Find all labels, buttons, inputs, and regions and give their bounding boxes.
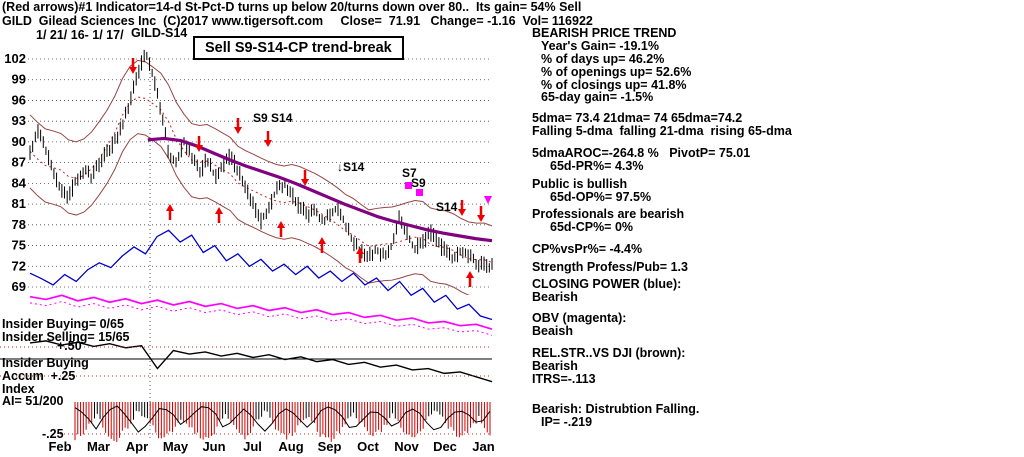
panel-line: REL.STR..VS DJI (brown): [532, 346, 686, 360]
symbol-tag-label: GILD-S14 [131, 26, 188, 40]
x-axis-month-label: Dec [433, 439, 457, 454]
red-down-arrow-head [195, 145, 203, 152]
red-down-arrow-head [477, 215, 485, 222]
signal-label: S7 [402, 166, 417, 180]
red-up-arrow-head [356, 247, 364, 254]
panel-line: Bearish: Distrubtion Falling. [532, 402, 700, 416]
x-axis-month-label: Sep [318, 439, 342, 454]
chart-side-label: -.25 [42, 427, 64, 441]
panel-line: CP%vsPr%= -4.4% [532, 242, 643, 256]
panel-line: 65d-OP%= 97.5% [550, 190, 652, 204]
red-down-arrow-head [458, 209, 466, 216]
panel-line: 5dmaAROC=-264.8 % PivotP= 75.01 [532, 146, 751, 160]
red-down-arrow-head [234, 127, 242, 134]
chart-side-label: Insider Buying= 0/65 [2, 317, 124, 331]
magenta-down-arrow [484, 196, 492, 204]
chart-side-label: Insider Buying [2, 356, 89, 370]
panel-line: % of closings up= 41.8% [541, 78, 687, 92]
y-axis-price-label: 102 [4, 51, 26, 66]
chart-side-label: Insider Selling= 15/65 [2, 330, 130, 344]
panel-line: Bearish [532, 359, 578, 373]
x-axis-month-label: Jul [243, 439, 262, 454]
panel-line: % of openings up= 52.6% [541, 65, 692, 79]
panel-line: Beaish [532, 324, 573, 338]
red-down-arrow-head [264, 140, 272, 147]
panel-line: Falling 5-dma falling 21-dma rising 65-d… [532, 124, 792, 138]
red-up-arrow-head [215, 207, 223, 214]
x-axis-month-label: Aug [278, 439, 303, 454]
panel-line: Public is bullish [532, 177, 628, 191]
red-up-arrow-head [466, 271, 474, 278]
rel-strength-line [29, 340, 493, 383]
panel-line: Bearish [532, 290, 578, 304]
x-axis-month-label: May [163, 439, 189, 454]
panel-line: Year's Gain= -19.1% [541, 39, 659, 53]
ma65-line [147, 136, 493, 243]
obv-dotted-line [29, 300, 493, 336]
x-axis-month-label: Apr [126, 439, 148, 454]
closing-power-line [29, 229, 493, 321]
stochastic-line [74, 405, 491, 433]
x-axis-month-label: Feb [48, 439, 71, 454]
x-axis-month-label: Oct [357, 439, 379, 454]
y-axis-price-label: 96 [12, 92, 26, 107]
y-axis-price-label: 81 [12, 196, 26, 211]
y-axis-price-label: 99 [12, 72, 26, 87]
signal-label: S14 [436, 200, 458, 214]
signal-label: S9 S14 [253, 111, 293, 125]
panel-line: BEARISH PRICE TREND [532, 26, 677, 40]
y-axis-price-label: 93 [12, 113, 26, 128]
x-axis-month-label: Jun [202, 439, 225, 454]
date-range-label: 1/ 21/ 16- 1/ 17/ [36, 28, 124, 42]
panel-line: Strength Profess/Pub= 1.3 [532, 260, 688, 274]
panel-line: OBV (magenta): [532, 311, 627, 325]
panel-line: ITRS=-.113 [532, 372, 596, 386]
chart-side-label: +.50 [57, 339, 82, 353]
y-axis-price-label: 75 [12, 238, 26, 253]
indicator-note-line: (Red arrows)#1 Indicator=14-d St-Pct-D t… [2, 0, 582, 14]
y-axis-price-label: 72 [12, 258, 26, 273]
panel-line: Professionals are bearish [532, 207, 685, 221]
panel-line: 65d-CP%= 0% [550, 220, 634, 234]
magenta-signal-square [416, 189, 423, 196]
signal-label: S9 [411, 176, 426, 190]
panel-line: IP= -.219 [541, 415, 593, 429]
x-axis-month-label: Jan [472, 439, 494, 454]
panel-line: 65d-PR%= 4.3% [550, 159, 644, 173]
y-axis-price-label: 90 [12, 134, 26, 149]
red-up-arrow-head [166, 204, 174, 211]
magenta-signal-square [405, 182, 412, 189]
red-down-arrow-head [129, 67, 137, 74]
panel-line: % of days up= 46.2% [541, 52, 665, 66]
y-axis-price-label: 69 [12, 279, 26, 294]
x-axis-month-label: Nov [394, 439, 419, 454]
signal-label: ↓S14 [337, 160, 365, 174]
panel-line: 5dma= 73.4 21dma= 74 65dma=74.2 [532, 111, 743, 125]
obv-line [29, 294, 493, 330]
y-axis-price-label: 84 [12, 175, 27, 190]
chart-side-label: Accum +.25 [2, 369, 76, 383]
y-axis-price-label: 78 [12, 217, 26, 232]
quote-line: GILD Gilead Sciences Inc (C)2017 www.tig… [2, 14, 593, 28]
lower-band-line [29, 133, 471, 295]
red-up-arrow-head [277, 221, 285, 228]
red-down-arrow-head [301, 179, 309, 186]
sell-signal-box: Sell S9-S14-CP trend-break [193, 36, 404, 60]
x-axis-month-label: Mar [87, 439, 110, 454]
panel-line: 65-day gain= -1.5% [541, 90, 654, 104]
upper-band-line [29, 59, 493, 227]
red-up-arrow-head [318, 237, 326, 244]
y-axis-price-label: 87 [12, 155, 26, 170]
chart-side-label: Index [2, 382, 35, 396]
chart-side-label: AI= 51/200 [2, 394, 64, 408]
panel-line: CLOSING POWER (blue): [532, 277, 682, 291]
